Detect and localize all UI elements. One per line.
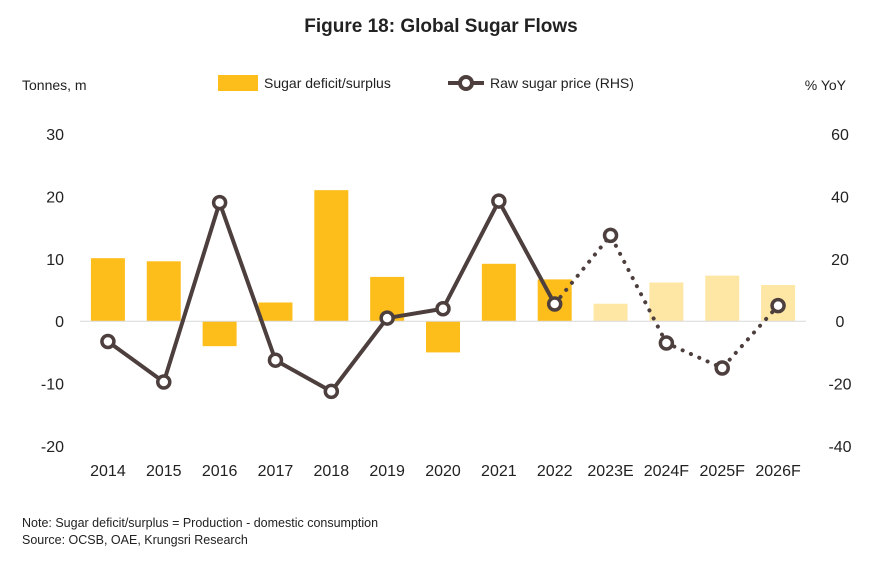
x-tick-label: 2017 [258,463,294,480]
right-tick-label: 0 [836,314,845,331]
x-tick-label: 2014 [90,463,126,480]
x-tick-label: 2026F [755,463,801,480]
point-2016 [211,194,228,211]
point-2025F [714,360,730,376]
left-tick-label: -10 [41,377,64,394]
point-2014 [100,333,116,350]
bar-2021 [481,263,516,322]
right-tick-label: 40 [831,189,849,206]
left-axis-label: Tonnes, m [22,77,87,93]
x-axis-ticks: 2014 2015 2016 2017 2018 2019 2020 2021 2022 2023… [90,463,801,480]
x-tick-label: 2020 [425,463,461,480]
legend-label-bar: Sugar deficit/surplus [264,75,391,91]
point-2021 [491,193,507,209]
x-tick-label: 2016 [202,463,238,480]
bar-2023E [593,303,628,322]
legend: Sugar deficit/surplus Raw sugar price (R… [218,75,634,91]
point-2020 [435,300,451,317]
bar-2025F [705,275,740,322]
bar-2017 [258,302,293,322]
bar-2024F [649,282,684,322]
left-axis-ticks: -20 -10 0 10 20 30 [41,127,64,456]
x-tick-label: 2015 [146,463,182,480]
x-tick-label: 2025F [700,463,746,480]
right-tick-label: -20 [828,377,851,394]
point-2023E [602,227,619,244]
point-2018 [323,383,340,400]
bar-2016 [202,321,237,347]
x-tick-label: 2022 [537,463,573,480]
x-tick-label: 2023E [587,463,633,480]
legend-swatch-bar [218,75,258,91]
left-tick-label: -20 [41,439,64,456]
right-axis-label: % YoY [805,77,847,93]
bar-2015 [146,261,181,322]
bar-2014 [90,258,125,322]
chart-source: Source: OCSB, OAE, Krungsri Research [22,533,248,547]
chart-title: Figure 18: Global Sugar Flows [304,16,577,37]
right-tick-label: 20 [831,252,849,269]
point-2019 [379,310,395,326]
line-series [100,193,786,400]
right-tick-label: 60 [831,127,849,144]
point-2022 [546,296,563,312]
legend-label-line: Raw sugar price (RHS) [490,75,634,91]
point-2024F [658,335,675,351]
bar-2018 [314,190,349,322]
bar-series [90,190,796,353]
legend-swatch-marker [458,75,474,91]
bar-2020 [426,321,460,353]
left-tick-label: 10 [46,252,64,269]
right-axis-ticks: -40 -20 0 20 40 60 [828,127,851,456]
x-tick-label: 2019 [369,463,405,480]
chart-note: Note: Sugar deficit/surplus = Production… [22,516,378,530]
point-2017 [267,352,284,368]
left-tick-label: 20 [46,189,64,206]
point-2026F [770,297,786,314]
point-2015 [156,374,172,390]
left-tick-label: 0 [55,314,64,331]
x-tick-label: 2018 [314,463,350,480]
right-tick-label: -40 [828,439,851,456]
left-tick-label: 30 [46,127,64,144]
x-tick-label: 2021 [481,463,517,480]
x-tick-label: 2024F [644,463,690,480]
